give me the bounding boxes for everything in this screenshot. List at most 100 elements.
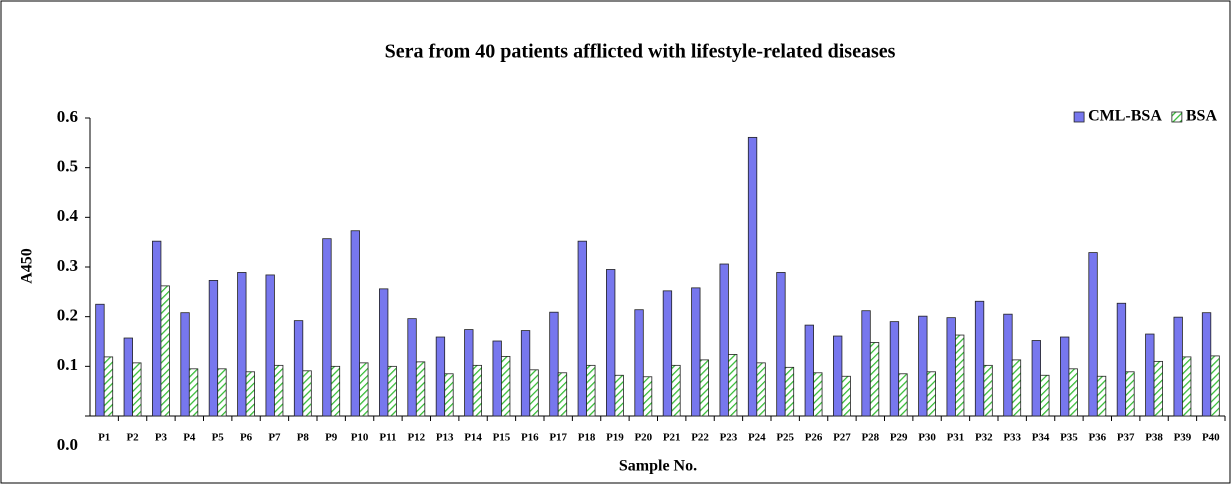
bar xyxy=(577,240,587,417)
x-tick-label: P34 xyxy=(1032,432,1050,444)
bar xyxy=(492,340,502,417)
x-tick-label: P18 xyxy=(578,432,596,444)
x-tick-label: P14 xyxy=(464,432,482,444)
x-tick-label: P20 xyxy=(634,432,652,444)
x-tick-label: P38 xyxy=(1145,432,1163,444)
x-tick-label: P28 xyxy=(861,432,879,444)
bar xyxy=(747,136,758,417)
bar xyxy=(1060,336,1070,417)
bar xyxy=(103,356,114,417)
bar xyxy=(719,263,729,417)
bar xyxy=(1182,356,1192,417)
x-axis-label: Sample No. xyxy=(619,458,697,475)
x-tick-label: P32 xyxy=(975,432,993,444)
y-tick-label: 0.0 xyxy=(57,435,78,454)
x-tick-label: P3 xyxy=(155,432,168,444)
bar xyxy=(237,272,247,417)
bar xyxy=(1116,302,1127,417)
bar xyxy=(520,330,531,417)
bar xyxy=(756,362,766,417)
x-tick-label: P8 xyxy=(297,432,310,444)
x-tick-label: P9 xyxy=(325,432,338,444)
bar xyxy=(804,324,814,417)
bar xyxy=(472,364,482,417)
x-tick-label: P23 xyxy=(720,432,738,444)
legend-swatch xyxy=(1171,111,1183,123)
bar xyxy=(1096,375,1107,417)
y-tick-label: 0.5 xyxy=(57,157,78,176)
bar xyxy=(274,364,284,417)
bar xyxy=(359,362,369,417)
legend-swatch xyxy=(1073,111,1085,123)
bar xyxy=(1125,371,1135,417)
chart-title: Sera from 40 patients afflicted with lif… xyxy=(385,41,896,63)
bar xyxy=(293,320,304,417)
bar xyxy=(379,288,389,417)
x-tick-label: P31 xyxy=(947,432,965,444)
bar xyxy=(728,354,738,417)
bar xyxy=(1210,355,1220,417)
bar xyxy=(634,309,644,417)
bar xyxy=(699,359,709,417)
bar xyxy=(898,373,908,417)
bar xyxy=(861,310,871,417)
bar xyxy=(1003,313,1013,417)
y-tick-label: 0.3 xyxy=(57,256,78,275)
x-tick-label: P37 xyxy=(1117,432,1135,444)
bar xyxy=(614,374,624,417)
bar xyxy=(180,312,190,417)
bar xyxy=(1173,316,1183,417)
bar xyxy=(1145,333,1155,417)
x-tick-label: P1 xyxy=(98,432,110,444)
y-tick-label: 0.4 xyxy=(57,206,79,225)
bar xyxy=(813,372,823,417)
bar xyxy=(549,311,559,417)
bar xyxy=(662,290,673,417)
x-tick-label: P26 xyxy=(805,432,823,444)
x-tick-label: P35 xyxy=(1060,432,1078,444)
bar xyxy=(407,318,417,417)
bar xyxy=(529,369,539,417)
x-tick-label: P40 xyxy=(1202,432,1220,444)
bar xyxy=(691,287,701,417)
x-tick-label: P10 xyxy=(351,432,369,444)
bar xyxy=(208,280,219,417)
bar xyxy=(642,376,653,417)
x-tick-label: P13 xyxy=(436,432,454,444)
bar xyxy=(302,370,312,417)
bar xyxy=(889,321,900,417)
bar xyxy=(188,368,199,417)
x-tick-label: P2 xyxy=(126,432,139,444)
bar xyxy=(350,230,360,417)
bar xyxy=(776,272,786,417)
bar xyxy=(435,336,446,417)
x-tick-label: P27 xyxy=(833,432,851,444)
x-tick-label: P36 xyxy=(1088,432,1106,444)
bar xyxy=(444,373,454,417)
legend-label: CML-BSA xyxy=(1088,108,1162,125)
bar xyxy=(841,375,851,417)
x-tick-label: P33 xyxy=(1003,432,1021,444)
bar xyxy=(415,361,426,417)
x-tick-label: P17 xyxy=(549,432,567,444)
bar xyxy=(152,240,162,417)
bar xyxy=(501,355,511,417)
x-tick-label: P7 xyxy=(268,432,281,444)
x-tick-label: P22 xyxy=(691,432,709,444)
bar xyxy=(833,335,843,417)
y-tick-label: 0.1 xyxy=(57,355,78,374)
bar xyxy=(869,342,880,417)
y-tick-label: 0.2 xyxy=(57,306,78,325)
bar xyxy=(1068,368,1078,417)
bar xyxy=(95,303,105,417)
bar xyxy=(557,372,568,417)
bar xyxy=(387,365,397,417)
bar xyxy=(322,238,332,417)
bar xyxy=(123,337,133,417)
x-tick-label: P4 xyxy=(183,432,196,444)
bar xyxy=(1201,312,1212,417)
bar xyxy=(784,366,795,417)
bar xyxy=(974,300,985,417)
bar xyxy=(217,368,227,417)
